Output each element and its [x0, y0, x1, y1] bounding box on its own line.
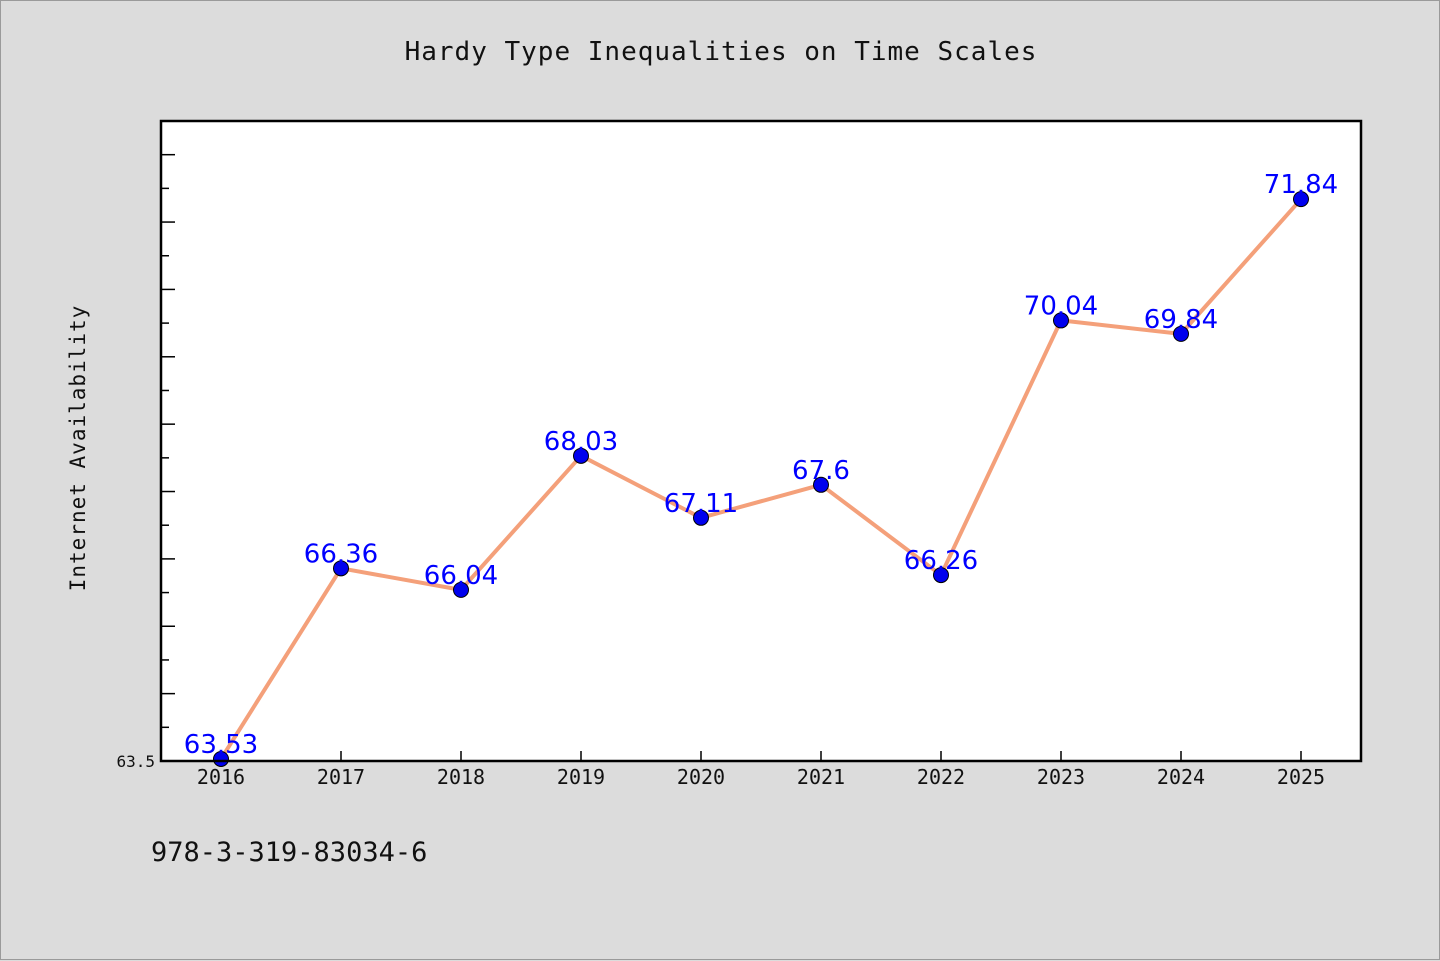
data-point — [1293, 191, 1309, 208]
data-point — [693, 509, 709, 526]
plot-background — [161, 121, 1361, 761]
data-label: 66.36 — [304, 539, 378, 569]
data-point — [573, 447, 589, 464]
data-point — [1053, 312, 1069, 329]
plot-frame — [159, 119, 1363, 763]
x-tick-label: 2021 — [797, 765, 845, 789]
data-point — [213, 750, 229, 767]
isbn-text: 978-3-319-83034-6 — [151, 837, 428, 868]
data-label: 67.6 — [792, 456, 850, 486]
y-tick-label: 63.5 — [116, 752, 155, 771]
x-tick-label: 2017 — [317, 765, 365, 789]
data-point — [1173, 325, 1189, 342]
data-point — [453, 581, 469, 598]
x-tick-label: 2023 — [1037, 765, 1085, 789]
x-tick-label: 2016 — [197, 765, 245, 789]
data-point — [333, 560, 349, 577]
data-label: 69.84 — [1144, 305, 1218, 335]
x-tick-label: 2022 — [917, 765, 965, 789]
data-label: 66.04 — [424, 561, 498, 591]
data-label: 67.11 — [664, 489, 738, 519]
series-line — [219, 197, 1303, 761]
data-point — [813, 476, 829, 493]
data-label: 71.84 — [1264, 170, 1338, 200]
x-tick-label: 2025 — [1277, 765, 1325, 789]
data-label: 66.26 — [904, 546, 978, 576]
x-tick-label: 2020 — [677, 765, 725, 789]
data-label: 70.04 — [1024, 291, 1098, 321]
data-label: 63.53 — [184, 730, 258, 760]
x-tick-label: 2018 — [437, 765, 485, 789]
data-label: 68.03 — [544, 427, 618, 457]
x-tick-label: 2019 — [557, 765, 605, 789]
x-tick-label: 2024 — [1157, 765, 1205, 789]
chart-title: Hardy Type Inequalities on Time Scales — [404, 37, 1038, 67]
data-point — [933, 567, 949, 584]
